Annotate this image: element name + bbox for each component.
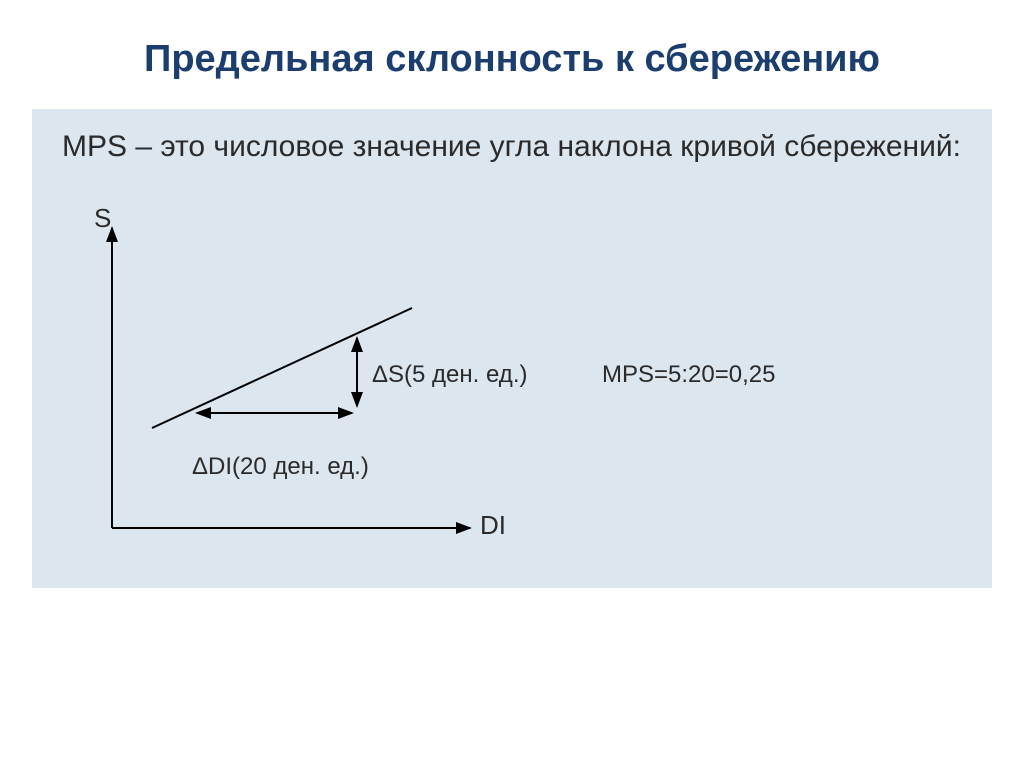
chart-svg	[62, 198, 962, 558]
chart-area: S DI ΔS(5 ден. ед.) ΔDI(20 ден. ед.) MPS…	[62, 198, 962, 558]
slope-line	[152, 308, 412, 428]
content-box: MPS – это числовое значение угла наклона…	[32, 109, 992, 588]
mps-definition: MPS – это числовое значение угла наклона…	[62, 127, 962, 168]
page-title: Предельная склонность к сбережению	[0, 0, 1024, 109]
